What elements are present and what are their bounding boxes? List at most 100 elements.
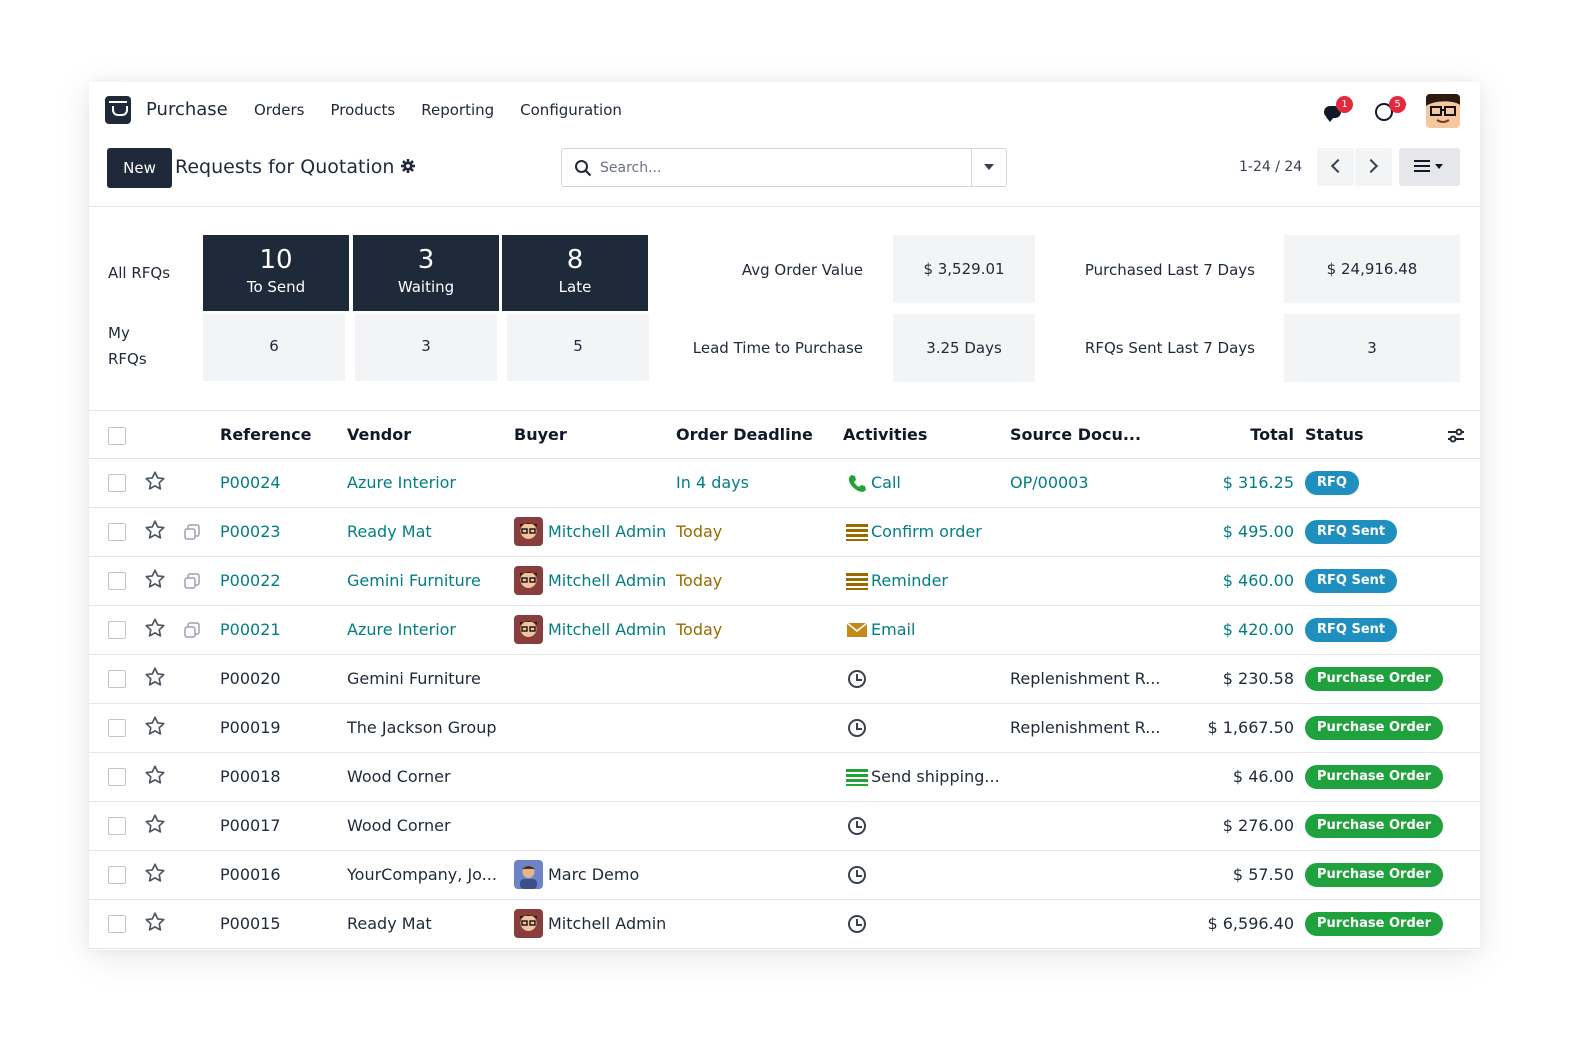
star-icon[interactable] [144, 568, 166, 590]
search-icon [575, 160, 592, 177]
star-icon[interactable] [144, 911, 166, 933]
todo-icon[interactable] [846, 521, 868, 543]
cell-vendor[interactable]: Azure Interior [347, 473, 457, 492]
pager-value[interactable]: 1-24 / 24 [1239, 159, 1303, 175]
star-icon[interactable] [144, 764, 166, 786]
clock-icon[interactable] [848, 866, 866, 884]
table-row[interactable]: P00016 YourCompany, Jo... Marc Demo $ 57.50… [89, 851, 1480, 900]
star-icon[interactable] [144, 715, 166, 737]
cell-source-document[interactable]: OP/00003 [1010, 473, 1089, 492]
stat-late[interactable]: 8 Late [502, 235, 648, 311]
table-row[interactable]: P00023 Ready Mat Mitchell Admin Today Confir… [89, 508, 1480, 557]
row-checkbox[interactable] [108, 670, 126, 688]
header-buyer[interactable]: Buyer [514, 425, 567, 444]
pager-previous-button[interactable] [1317, 148, 1354, 186]
star-icon[interactable] [144, 862, 166, 884]
alternative-rfq-icon[interactable] [183, 523, 201, 541]
table-row[interactable]: P00020 Gemini Furniture Replenishment R...… [89, 655, 1480, 704]
row-checkbox[interactable] [108, 866, 126, 884]
user-avatar[interactable] [1426, 94, 1460, 128]
clock-icon[interactable] [848, 817, 866, 835]
todo-icon[interactable] [846, 766, 868, 788]
phone-icon[interactable] [846, 472, 868, 494]
table-row[interactable]: P00022 Gemini Furniture Mitchell Admin Toda… [89, 557, 1480, 606]
optional-columns-icon[interactable] [1447, 428, 1465, 444]
row-checkbox[interactable] [108, 572, 126, 590]
star-icon[interactable] [144, 617, 166, 639]
status-badge: Purchase Order [1305, 765, 1444, 789]
cell-vendor[interactable]: Azure Interior [347, 620, 457, 639]
envelope-icon[interactable] [846, 619, 868, 641]
header-vendor[interactable]: Vendor [347, 425, 412, 444]
menu-configuration[interactable]: Configuration [520, 101, 622, 119]
row-checkbox[interactable] [108, 474, 126, 492]
header-order-deadline[interactable]: Order Deadline [676, 425, 813, 444]
header-total[interactable]: Total [1250, 425, 1294, 444]
cell-activity[interactable]: Send shipping... [871, 767, 1000, 786]
cell-activity[interactable]: Email [871, 620, 916, 639]
cell-buyer[interactable]: Mitchell Admin [548, 571, 667, 590]
chat-icon[interactable]: 1 [1322, 96, 1353, 122]
search-input[interactable] [600, 150, 960, 185]
cell-activity[interactable]: Call [871, 473, 901, 492]
table-row[interactable]: P00024 Azure Interior In 4 days Call OP/0000… [89, 459, 1480, 508]
my-stat-late[interactable]: 5 [507, 314, 649, 381]
row-checkbox[interactable] [108, 523, 126, 541]
cell-buyer: Mitchell Admin [548, 914, 667, 933]
cell-reference: P00022 [220, 571, 281, 590]
cell-activity[interactable]: Reminder [871, 571, 948, 590]
todo-icon[interactable] [846, 570, 868, 592]
cell-reference: P00015 [220, 914, 281, 933]
star-icon[interactable] [144, 813, 166, 835]
stat-waiting[interactable]: 3 Waiting [353, 235, 499, 311]
gear-icon[interactable] [401, 159, 415, 173]
clock-icon[interactable] [848, 719, 866, 737]
alternative-rfq-icon[interactable] [183, 572, 201, 590]
row-checkbox[interactable] [108, 817, 126, 835]
my-stat-to-send[interactable]: 6 [203, 314, 345, 381]
table-row[interactable]: P00021 Azure Interior Mitchell Admin Today E… [89, 606, 1480, 655]
row-checkbox[interactable] [108, 621, 126, 639]
menu-orders[interactable]: Orders [254, 101, 305, 119]
star-icon[interactable] [144, 519, 166, 541]
header-status[interactable]: Status [1305, 425, 1364, 444]
menu-products[interactable]: Products [330, 101, 396, 119]
my-stat-waiting[interactable]: 3 [355, 314, 497, 381]
row-checkbox[interactable] [108, 719, 126, 737]
app-window: Purchase Orders Products Reporting Confi… [89, 82, 1480, 950]
clock-icon[interactable] [848, 915, 866, 933]
cell-activity[interactable]: Confirm order [871, 522, 982, 541]
row-checkbox[interactable] [108, 768, 126, 786]
cell-vendor[interactable]: Ready Mat [347, 522, 432, 541]
select-all-checkbox[interactable] [108, 427, 126, 445]
table-row[interactable]: P00017 Wood Corner $ 276.00 Purchase Order [89, 802, 1480, 851]
pager-next-button[interactable] [1355, 148, 1392, 186]
app-name[interactable]: Purchase [146, 99, 228, 120]
alternative-rfq-icon[interactable] [183, 621, 201, 639]
buyer-avatar [514, 517, 543, 546]
kpi-rfqs-sent-value: 3 [1284, 314, 1460, 382]
menu-reporting[interactable]: Reporting [421, 101, 495, 119]
activity-clock-icon[interactable]: 5 [1374, 96, 1406, 122]
stat-value: 8 [566, 245, 584, 275]
cell-vendor[interactable]: Gemini Furniture [347, 571, 481, 590]
purchase-app-icon[interactable] [105, 96, 131, 124]
cell-vendor: Gemini Furniture [347, 669, 481, 688]
table-row[interactable]: P00018 Wood Corner Send shipping... $ 46.00… [89, 753, 1480, 802]
header-activities[interactable]: Activities [843, 425, 928, 444]
star-icon[interactable] [144, 470, 166, 492]
new-button[interactable]: New [107, 148, 172, 188]
table-row[interactable]: P00019 The Jackson Group Replenishment R..… [89, 704, 1480, 753]
cell-buyer[interactable]: Mitchell Admin [548, 522, 667, 541]
header-reference[interactable]: Reference [220, 425, 312, 444]
clock-icon[interactable] [848, 670, 866, 688]
row-checkbox[interactable] [108, 915, 126, 933]
stat-to-send[interactable]: 10 To Send [203, 235, 349, 311]
table-row[interactable]: P00015 Ready Mat Mitchell Admin $ 6,596.40 P… [89, 900, 1480, 949]
cell-buyer[interactable]: Mitchell Admin [548, 620, 667, 639]
star-icon[interactable] [144, 666, 166, 688]
header-source-document[interactable]: Source Docu... [1010, 425, 1142, 444]
list-view-switcher[interactable] [1399, 148, 1460, 186]
top-navbar: Purchase Orders Products Reporting Confi… [89, 82, 1480, 138]
search-options-toggle[interactable] [971, 149, 1006, 186]
